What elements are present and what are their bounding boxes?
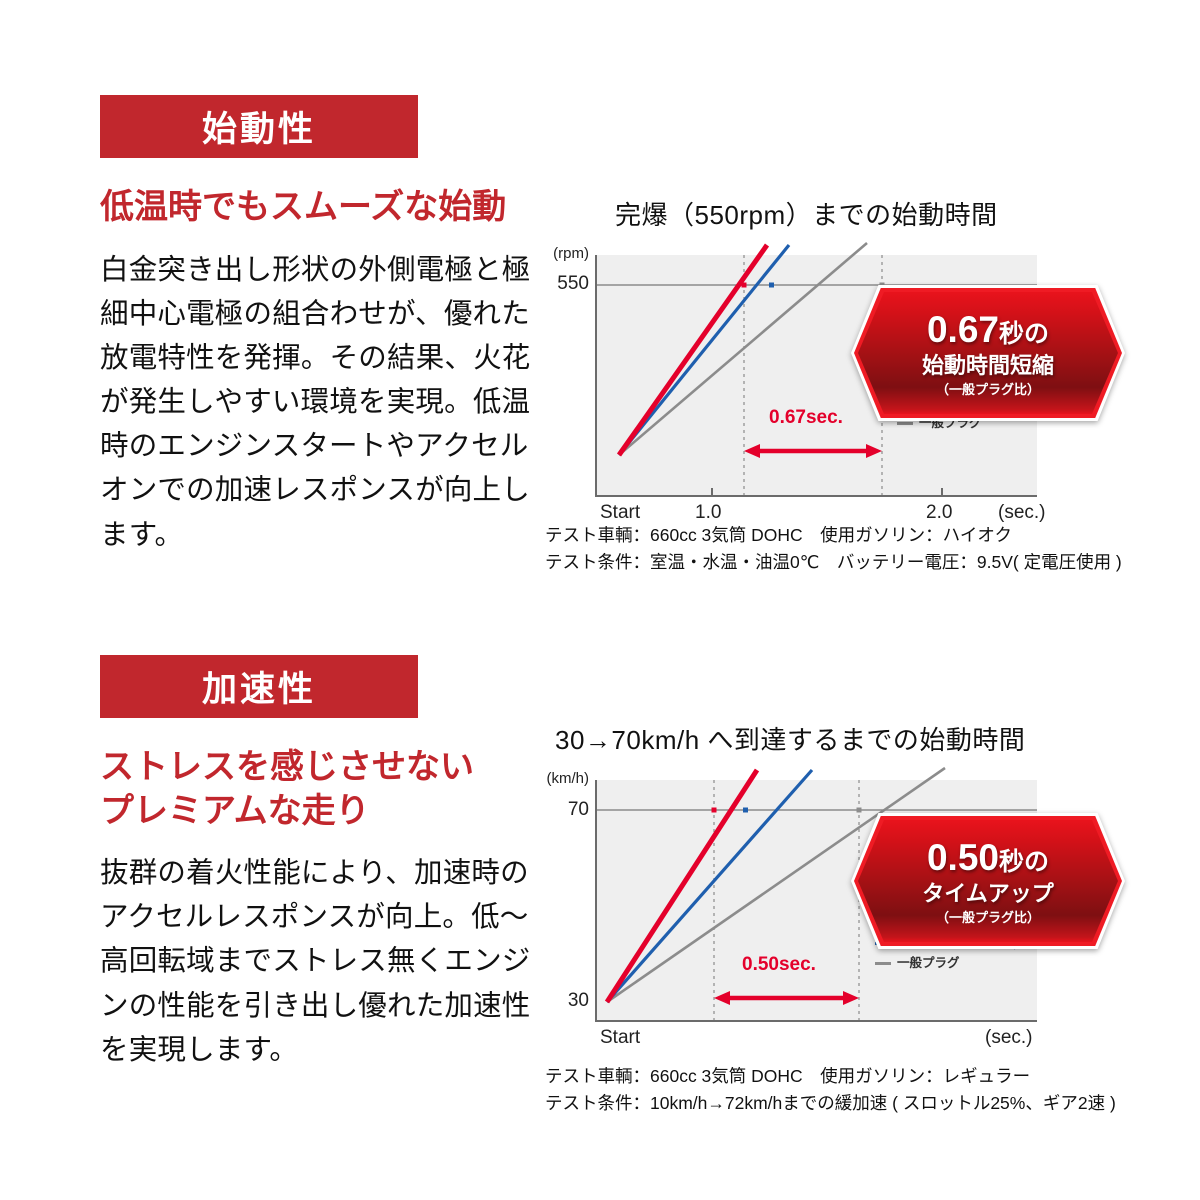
series-line-standard — [606, 766, 946, 1004]
startability-x-tick-1-0: 1.0 — [695, 502, 722, 523]
callout-value-suffix: 秒の — [998, 319, 1049, 348]
series-line-rx — [616, 243, 770, 457]
callout-subtitle: タイムアップ — [922, 880, 1054, 906]
startability-y-axis-unit: (rpm) — [553, 245, 589, 262]
acceleration-y-axis-unit: (km/h) — [546, 770, 590, 787]
legend-label-standard: 一般プラグ — [897, 956, 960, 970]
acceleration-body-text: 抜群の着火性能により、加速時のアクセルレスポンスが向上。低～高回転域までストレス… — [100, 857, 531, 1066]
series-line-iridium — [617, 243, 791, 457]
acceleration-callout-badge: 0.50秒の タイムアップ （一般プラグ比） — [851, 813, 1125, 949]
acceleration-x-axis-unit: (sec.) — [985, 1027, 1033, 1048]
callout-note: （一般プラグ比） — [935, 909, 1040, 925]
startability-range-label: 0.67sec. — [769, 407, 843, 428]
callout-content: 0.67秒の 始動時間短縮 （一般プラグ比） — [922, 311, 1054, 396]
legend-swatch-standard-icon — [897, 421, 913, 425]
startability-footnote-line2: テスト条件：室温・水温・油温0℃ バッテリー電圧：9.5V( 定電圧使用 ) — [545, 552, 1122, 573]
acceleration-y-tick-70: 70 — [567, 799, 589, 820]
acceleration-footnote-line2: テスト条件：10km/h→72km/hまでの緩加速 ( スロットル25%、ギア2… — [545, 1093, 1116, 1114]
section-acceleration: 加速性 ストレスを感じさせない プレミアムな走り 抜群の着火性能により、加速時の… — [0, 600, 1200, 1200]
startability-callout-badge: 0.67秒の 始動時間短縮 （一般プラグ比） — [851, 285, 1125, 421]
series-line-rx — [604, 768, 760, 1004]
startability-x-tick-2-0: 2.0 — [926, 502, 953, 523]
acceleration-range-label: 0.50sec. — [742, 954, 816, 975]
startability-footnote: テスト車輌：660cc 3気筒 DOHC 使用ガソリン：ハイオク テスト条件：室… — [545, 522, 1122, 576]
acceleration-lead-line1: ストレスを感じさせない — [100, 748, 474, 786]
marker-rx-70 — [711, 807, 717, 813]
callout-value-suffix: 秒の — [999, 847, 1050, 876]
startability-lead-heading: 低温時でもスムーズな始動 — [100, 188, 507, 226]
acceleration-lead-line2: プレミアムな走り — [100, 791, 370, 830]
startability-x-tick-start: Start — [600, 502, 641, 523]
acceleration-footnote-line1: テスト車輌：660cc 3気筒 DOHC 使用ガソリン：レギュラー — [545, 1066, 1031, 1086]
acceleration-lead-heading: ストレスを感じさせない プレミアムな走り — [100, 746, 530, 833]
callout-note: （一般プラグ比） — [935, 381, 1040, 397]
callout-content: 0.50秒の タイムアップ （一般プラグ比） — [922, 839, 1054, 924]
series-line-standard — [618, 242, 868, 456]
legend-swatch-standard-icon — [875, 961, 891, 965]
acceleration-footnote: テスト車輌：660cc 3気筒 DOHC 使用ガソリン：レギュラー テスト条件：… — [545, 1063, 1116, 1117]
startability-footnote-line1: テスト車輌：660cc 3気筒 DOHC 使用ガソリン：ハイオク — [545, 525, 1012, 545]
marker-iridium-70 — [743, 807, 748, 813]
callout-fill — [858, 292, 1118, 414]
callout-main-line: 0.50秒の — [922, 839, 1054, 876]
section-startability: 始動性 低温時でもスムーズな始動 白金突き出し形状の外側電極と極細中心電極の組合… — [100, 95, 1125, 576]
startability-plot-svg — [597, 242, 1037, 495]
callout-fill — [858, 820, 1118, 942]
section-tag-acceleration: 加速性 — [100, 655, 418, 718]
callout-value: 0.50 — [926, 836, 999, 878]
range-arrow-067 — [744, 444, 882, 458]
callout-value: 0.67 — [926, 308, 999, 350]
acceleration-y-tick-30: 30 — [567, 990, 589, 1011]
startability-chart-title: 完爆（550rpm）までの始動時間 — [615, 200, 998, 230]
marker-rx-550 — [741, 282, 747, 288]
marker-iridium-550 — [769, 282, 774, 288]
callout-subtitle: 始動時間短縮 — [921, 352, 1054, 378]
acceleration-plot-svg — [597, 766, 1037, 1020]
startability-left-column: 始動性 低温時でもスムーズな始動 白金突き出し形状の外側電極と極細中心電極の組合… — [100, 95, 530, 557]
series-line-iridium — [605, 768, 814, 1004]
startability-y-tick-550: 550 — [557, 273, 589, 294]
acceleration-chart-title: 30→70km/h へ到達するまでの始動時間 — [555, 725, 1026, 755]
acceleration-x-tick-start: Start — [600, 1027, 641, 1048]
section-tag-startability: 始動性 — [100, 95, 418, 158]
startability-x-axis-unit: (sec.) — [998, 502, 1046, 523]
callout-main-line: 0.67秒の — [922, 311, 1054, 348]
range-arrow-050 — [714, 991, 859, 1005]
legend-item-standard: 一般プラグ — [875, 957, 1041, 970]
marker-standard-70 — [856, 807, 862, 813]
startability-body-text: 白金突き出し形状の外側電極と極細中心電極の組合わせが、優れた放電特性を発揮。その… — [100, 253, 531, 551]
acceleration-left-column: 加速性 ストレスを感じさせない プレミアムな走り 抜群の着火性能により、加速時の… — [100, 655, 530, 1072]
